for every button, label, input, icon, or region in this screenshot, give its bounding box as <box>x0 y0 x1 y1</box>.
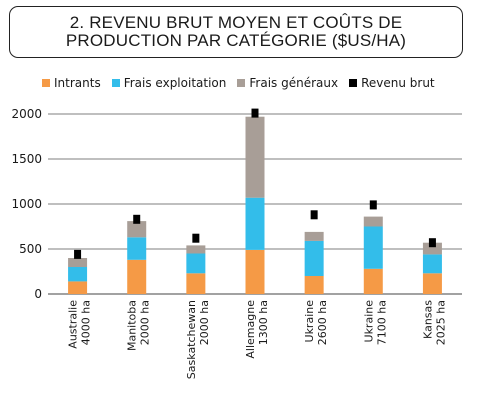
revenu-brut-marker-4 <box>252 109 259 118</box>
x-category-size-3: 2000 ha <box>198 300 211 345</box>
bar-3-frais-exploitation <box>186 254 205 274</box>
revenu-brut-marker-3 <box>192 234 199 243</box>
y-tick-label-1500: 1500 <box>11 152 42 166</box>
bar-6-frais-exploitation <box>364 227 383 269</box>
bar-6-frais-g-n-raux <box>364 217 383 227</box>
revenu-brut-marker-6 <box>370 200 377 209</box>
revenu-brut-marker-2 <box>133 215 140 224</box>
bar-7-frais-exploitation <box>423 254 442 273</box>
x-category-name-5: Ukraine <box>303 300 316 343</box>
x-category-size-2: 2000 ha <box>139 300 152 345</box>
x-category-label-5: Ukraine 2600 ha <box>303 300 329 345</box>
bar-5-frais-g-n-raux <box>305 232 324 241</box>
bar-4-frais-g-n-raux <box>246 117 265 198</box>
x-category-size-6: 7100 ha <box>375 300 388 345</box>
revenu-brut-marker-5 <box>311 210 318 219</box>
bar-3-intrants <box>186 273 205 294</box>
bar-6-intrants <box>364 269 383 294</box>
y-tick-label-2000: 2000 <box>11 107 42 121</box>
x-category-size-4: 1300 ha <box>257 300 270 345</box>
bar-3-frais-g-n-raux <box>186 245 205 253</box>
bar-2-frais-exploitation <box>127 237 146 259</box>
bar-1-intrants <box>68 281 87 294</box>
revenu-brut-marker-7 <box>429 238 436 247</box>
bar-4-intrants <box>246 250 265 294</box>
x-category-name-2: Manitoba <box>126 300 139 351</box>
y-tick-label-0: 0 <box>34 287 42 301</box>
bar-1-frais-exploitation <box>68 267 87 281</box>
x-category-label-1: Australie 4000 ha <box>67 300 93 349</box>
x-category-name-7: Kansas <box>421 300 434 339</box>
x-category-name-4: Allemagne <box>244 300 257 359</box>
x-category-name-6: Ukraine <box>362 300 375 343</box>
bar-2-intrants <box>127 260 146 294</box>
bar-5-frais-exploitation <box>305 241 324 276</box>
x-category-label-2: Manitoba 2000 ha <box>126 300 152 351</box>
x-category-name-3: Saskatchewan <box>185 300 198 379</box>
bar-4-frais-exploitation <box>246 198 265 250</box>
bar-5-intrants <box>305 276 324 294</box>
x-category-size-1: 4000 ha <box>80 300 93 345</box>
x-category-name-1: Australie <box>67 300 80 349</box>
y-tick-label-500: 500 <box>19 242 42 256</box>
x-category-label-7: Kansas 2025 ha <box>421 300 447 345</box>
x-category-size-7: 2025 ha <box>434 300 447 345</box>
x-category-label-3: Saskatchewan 2000 ha <box>185 300 211 379</box>
x-category-size-5: 2600 ha <box>316 300 329 345</box>
bar-1-frais-g-n-raux <box>68 258 87 267</box>
x-category-label-4: Allemagne 1300 ha <box>244 300 270 359</box>
bar-7-intrants <box>423 273 442 294</box>
revenu-brut-marker-1 <box>74 250 81 259</box>
y-tick-label-1000: 1000 <box>11 197 42 211</box>
x-category-label-6: Ukraine 7100 ha <box>362 300 388 345</box>
